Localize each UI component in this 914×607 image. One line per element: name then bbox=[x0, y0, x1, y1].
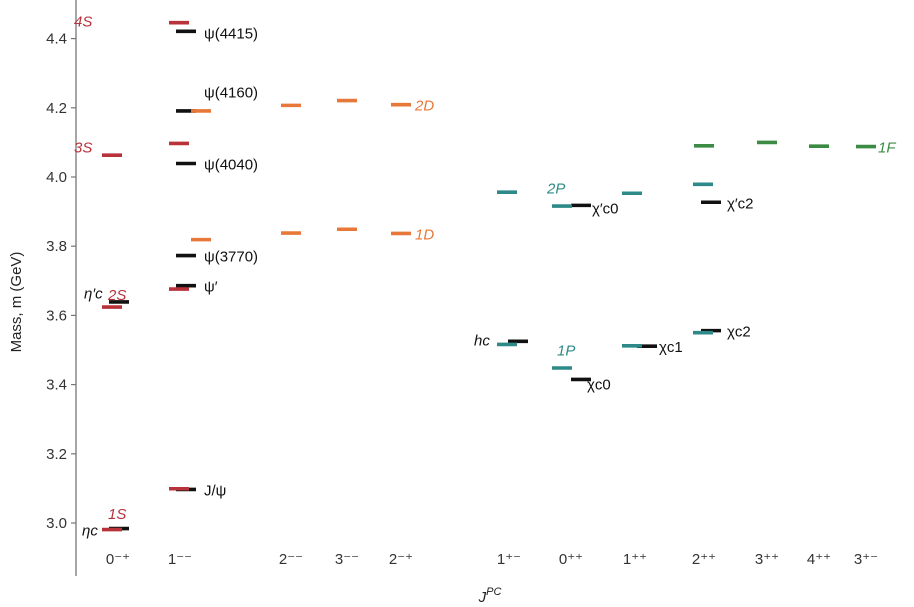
x-tick-label: 3⁺⁺ bbox=[755, 551, 779, 568]
label-4415-annotation: ψ(4415) bbox=[204, 25, 258, 42]
y-tick-label: 4.4 bbox=[46, 31, 67, 48]
level-marks bbox=[102, 20, 876, 532]
y-tick-label: 4.2 bbox=[46, 100, 67, 117]
label-3770-annotation: ψ(3770) bbox=[204, 249, 258, 266]
y-tick-label: 3.6 bbox=[46, 307, 67, 324]
x-axis-title-sup: PC bbox=[486, 586, 501, 598]
label-2d-annotation: 2D bbox=[414, 98, 434, 115]
label-c0-annotation: χc0 bbox=[587, 376, 611, 393]
axes: 3.0 3.2 3.4 3.6 3.8 4.0 4.2 4.4 0⁻⁺ 1⁻⁻ 2⁻⁻ 3⁻⁻ 2⁻⁺ 1… bbox=[46, 0, 878, 576]
x-tick-label: 2⁺⁺ bbox=[692, 551, 716, 568]
label-c1-annotation: χc1 bbox=[659, 339, 683, 356]
x-tick-label: 1⁺⁻ bbox=[497, 551, 521, 568]
x-tick-label: 1⁻⁻ bbox=[168, 551, 192, 568]
label-1s-annotation: 1S bbox=[108, 506, 126, 523]
y-tick-label: 3.0 bbox=[46, 515, 67, 532]
label-hc-annotation: hc bbox=[474, 332, 490, 349]
y-tick-label: 3.8 bbox=[46, 238, 67, 255]
label-c-annotation: ηc bbox=[82, 523, 98, 540]
label-c0-annotation: χ′c0 bbox=[592, 200, 619, 217]
label-1p-annotation: 1P bbox=[557, 342, 575, 359]
label-4040-annotation: ψ(4040) bbox=[204, 157, 258, 174]
label-1d-annotation: 1D bbox=[415, 226, 434, 243]
x-tick-label: 0⁺⁺ bbox=[559, 551, 583, 568]
label-c-annotation: η′c bbox=[84, 285, 103, 302]
y-tick-label: 3.2 bbox=[46, 446, 67, 463]
label-c2-annotation: χc2 bbox=[727, 324, 751, 341]
x-tick-label: 3⁻⁻ bbox=[335, 551, 359, 568]
x-tick-label: 0⁻⁺ bbox=[106, 551, 130, 568]
label-2s-annotation: 2S bbox=[107, 287, 126, 304]
label-4160-annotation: ψ(4160) bbox=[204, 85, 258, 102]
label-c2-annotation: χ′c2 bbox=[727, 195, 754, 212]
label-j-annotation: J/ψ bbox=[204, 482, 226, 499]
y-tick-label: 4.0 bbox=[46, 169, 67, 186]
x-tick-label: 2⁻⁺ bbox=[389, 551, 413, 568]
y-tick-label: 3.4 bbox=[46, 377, 67, 394]
x-tick-label: 1⁺⁺ bbox=[623, 551, 647, 568]
x-axis-title: JPC bbox=[478, 586, 502, 606]
y-axis-title: Mass, m (GeV) bbox=[8, 252, 25, 353]
x-axis-title-main: J bbox=[478, 589, 487, 606]
x-tick-label: 3⁺⁻ bbox=[854, 551, 878, 568]
label-3s-annotation: 3S bbox=[74, 140, 92, 157]
label-4s-annotation: 4S bbox=[74, 14, 92, 31]
label-1f-annotation: 1F bbox=[878, 140, 896, 157]
label-2p-annotation: 2P bbox=[546, 180, 565, 197]
annotations: 4S ψ(4415) ψ(4160) 2D 3S ψ(4040) 2P χ′c0 χ′c2 1D 1… bbox=[74, 14, 896, 540]
label--annotation: ψ′ bbox=[204, 279, 218, 296]
x-tick-label: 2⁻⁻ bbox=[279, 551, 303, 568]
x-tick-label: 4⁺⁺ bbox=[807, 551, 831, 568]
